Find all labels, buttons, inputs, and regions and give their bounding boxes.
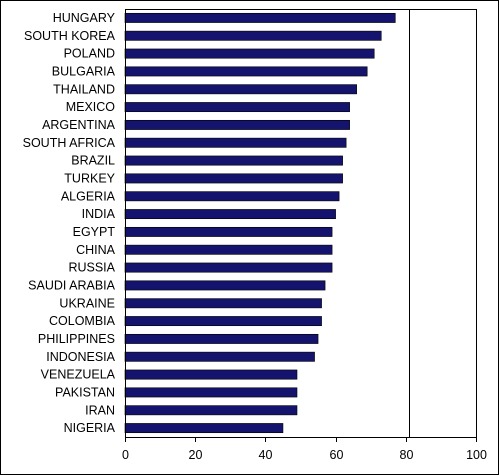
x-tick-label: 0 [122, 448, 129, 462]
category-label: ALGERIA [61, 189, 116, 203]
bar [124, 226, 333, 237]
bar [124, 155, 343, 166]
bar [124, 12, 396, 23]
bar [124, 351, 315, 362]
x-tick-label: 40 [259, 448, 273, 462]
category-label: TURKEY [64, 171, 115, 185]
bar [124, 369, 298, 380]
category-label: ARGENTINA [42, 118, 116, 132]
category-label: THAILAND [53, 82, 115, 96]
x-tick-label: 20 [189, 448, 203, 462]
bar [124, 119, 350, 130]
category-label: INDIA [82, 207, 116, 221]
bar [124, 244, 333, 255]
category-label: PHILIPPINES [38, 332, 115, 346]
bar [124, 387, 298, 398]
category-label: EGYPT [73, 225, 116, 239]
category-label: INDONESIA [46, 350, 115, 364]
category-label: SOUTH KOREA [24, 29, 116, 43]
bar [124, 191, 340, 202]
bar [124, 137, 347, 148]
bar [124, 262, 333, 273]
category-label: VENEZUELA [41, 368, 116, 382]
bar [124, 280, 326, 291]
category-label: UKRAINE [59, 296, 115, 310]
x-tick-label: 100 [466, 448, 487, 462]
category-label: SOUTH AFRICA [23, 136, 116, 150]
category-label: BRAZIL [71, 154, 115, 168]
category-label: RUSSIA [68, 261, 115, 275]
bar [124, 173, 343, 184]
category-label: CHINA [76, 243, 116, 257]
bar [124, 209, 336, 220]
category-label: COLOMBIA [49, 314, 116, 328]
bar [124, 30, 382, 41]
category-label: HUNGARY [53, 11, 116, 25]
category-label: NIGERIA [64, 421, 116, 435]
bar [124, 423, 284, 434]
bars-group [124, 12, 396, 434]
bar [124, 405, 298, 416]
bar [124, 66, 368, 77]
x-axis: 0 20 40 60 80 100 [122, 437, 487, 462]
category-label: SAUDI ARABIA [28, 278, 115, 292]
bar [124, 48, 375, 59]
bar [124, 333, 319, 344]
category-labels: HUNGARY SOUTH KOREA POLAND BULGARIA THAILAND… [23, 11, 116, 435]
x-tick-label: 60 [330, 448, 344, 462]
category-label: IRAN [85, 403, 115, 417]
bar [124, 298, 322, 309]
x-tick-label: 80 [400, 448, 414, 462]
category-label: PAKISTAN [55, 385, 115, 399]
bar [124, 84, 357, 95]
bar [124, 316, 322, 327]
bar [124, 102, 350, 113]
category-label: POLAND [64, 47, 115, 61]
category-label: BULGARIA [52, 64, 116, 78]
category-label: MEXICO [66, 100, 116, 114]
plot-area [125, 9, 477, 438]
